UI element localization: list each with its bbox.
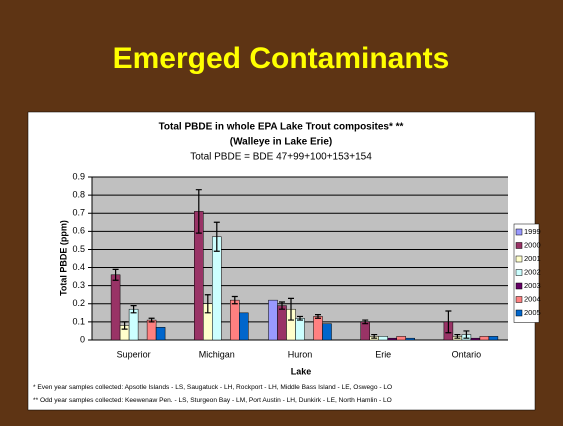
legend-label: 2001 — [524, 254, 541, 263]
error-bar — [454, 333, 461, 339]
legend-label: 1999 — [524, 227, 541, 236]
slide-title: Emerged Contaminants — [113, 42, 450, 75]
legend-swatch — [515, 242, 523, 249]
bar — [268, 299, 278, 341]
y-tick-label: 0 — [80, 334, 85, 344]
bar — [405, 337, 415, 341]
error-bar — [445, 310, 452, 334]
legend-swatch — [515, 269, 523, 276]
bar — [128, 308, 139, 341]
bar — [110, 274, 121, 341]
x-tick-label: Huron — [288, 349, 313, 359]
error-bar — [213, 221, 220, 252]
bar — [470, 337, 481, 341]
y-tick-label: 0.7 — [72, 208, 85, 218]
chart-title: Total PBDE in whole EPA Lake Trout compo… — [159, 122, 404, 133]
bar — [230, 299, 240, 341]
bar — [387, 337, 397, 341]
legend-swatch — [515, 228, 523, 236]
error-bar — [362, 319, 369, 325]
legend-label: 2005 — [524, 308, 541, 317]
footnote: * Even year samples collected: Apsotle I… — [33, 384, 392, 391]
chart-subtitle: (Walleye in Lake Erie) — [230, 137, 332, 148]
legend-label: 2003 — [524, 281, 541, 290]
error-bar — [297, 315, 303, 321]
bar — [313, 316, 323, 341]
x-axis-label: Lake — [291, 366, 312, 376]
error-bar — [231, 295, 238, 305]
chart-note: Total PBDE = BDE 47+99+100+153+154 — [190, 152, 372, 163]
plot-area — [92, 177, 508, 340]
y-tick-label: 0.5 — [72, 244, 85, 254]
bar — [322, 323, 332, 341]
bar — [146, 319, 157, 341]
y-tick-label: 0.6 — [72, 226, 85, 236]
y-tick-label: 0.1 — [72, 316, 85, 326]
bar — [239, 312, 249, 341]
error-bar — [130, 304, 137, 314]
error-bar — [148, 317, 155, 323]
y-tick-label: 0.4 — [72, 262, 85, 272]
bar — [479, 336, 490, 341]
bar — [378, 336, 388, 341]
error-bar — [121, 321, 128, 330]
error-bar — [463, 330, 470, 339]
bar — [155, 327, 166, 341]
bar — [488, 336, 499, 341]
legend-label: 2002 — [524, 267, 541, 276]
legend-label: 2004 — [524, 294, 541, 303]
bar — [360, 321, 370, 341]
legend-label: 2000 — [524, 240, 541, 249]
error-bar — [279, 301, 285, 310]
x-tick-label: Ontario — [452, 349, 482, 359]
y-tick-label: 0.2 — [72, 298, 85, 308]
x-tick-label: Erie — [375, 349, 391, 359]
error-bar — [204, 294, 211, 314]
bar — [396, 336, 406, 341]
legend-swatch — [515, 255, 523, 263]
bar — [212, 236, 222, 341]
error-bar — [371, 333, 378, 339]
error-bar — [112, 268, 119, 281]
bar — [295, 318, 305, 341]
legend-swatch — [515, 282, 523, 290]
error-bar — [195, 189, 202, 234]
error-bar — [288, 297, 294, 321]
y-tick-label: 0.9 — [72, 171, 85, 181]
x-tick-label: Superior — [117, 349, 151, 359]
footnote: ** Odd year samples collected: Keewenaw … — [33, 397, 392, 404]
y-axis-label: Total PBDE (ppm) — [58, 220, 68, 296]
legend-swatch — [515, 309, 523, 317]
legend-swatch — [515, 296, 523, 303]
bar — [277, 305, 287, 341]
error-bar — [315, 314, 321, 319]
y-tick-label: 0.8 — [72, 189, 85, 199]
x-tick-label: Michigan — [199, 349, 235, 359]
y-tick-label: 0.3 — [72, 280, 85, 290]
